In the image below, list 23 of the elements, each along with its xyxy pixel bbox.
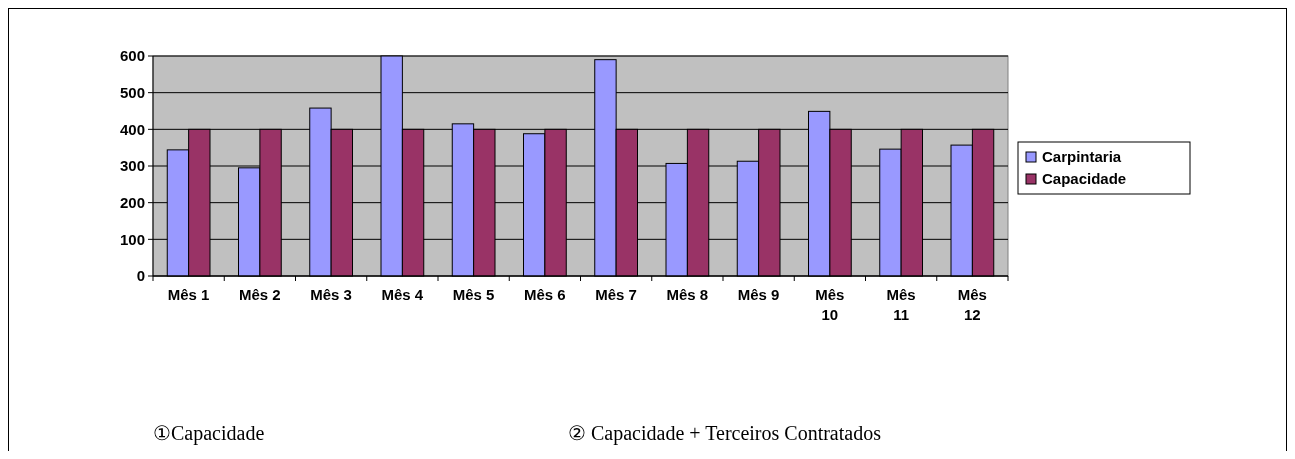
- x-tick-label: Mês 4: [381, 286, 424, 303]
- x-tick-label: Mês 9: [737, 286, 780, 303]
- x-tick-label: Mês 10: [815, 286, 845, 323]
- y-tick-label: 100: [119, 230, 145, 248]
- y-tick-label: 0: [136, 267, 145, 285]
- y-tick-label: 300: [119, 157, 145, 175]
- y-tick-label: 600: [119, 47, 145, 65]
- text: ①Capacidade: [153, 422, 265, 445]
- x-tick-label: Mês 2: [239, 286, 281, 303]
- x-tick-label: Mês 1: [167, 286, 210, 303]
- y-tick-label: 500: [119, 83, 145, 101]
- text: ② Capacidade + Terceiros Contratados: [568, 422, 882, 445]
- legend-label: Capacidade: [1042, 170, 1127, 188]
- legend-label: Carpintaria: [1042, 148, 1122, 166]
- x-tick-label: Mês 11: [886, 286, 916, 323]
- x-tick-label: Mês 5: [452, 286, 495, 303]
- x-tick-label: Mês 3: [310, 286, 352, 303]
- x-tick-label: Mês 12: [957, 286, 987, 323]
- y-tick-label: 400: [119, 120, 145, 138]
- x-tick-label: Mês 8: [666, 286, 709, 303]
- x-tick-label: Mês 6: [524, 286, 566, 303]
- y-tick-label: 200: [119, 193, 145, 211]
- x-tick-label: Mês 7: [595, 286, 637, 303]
